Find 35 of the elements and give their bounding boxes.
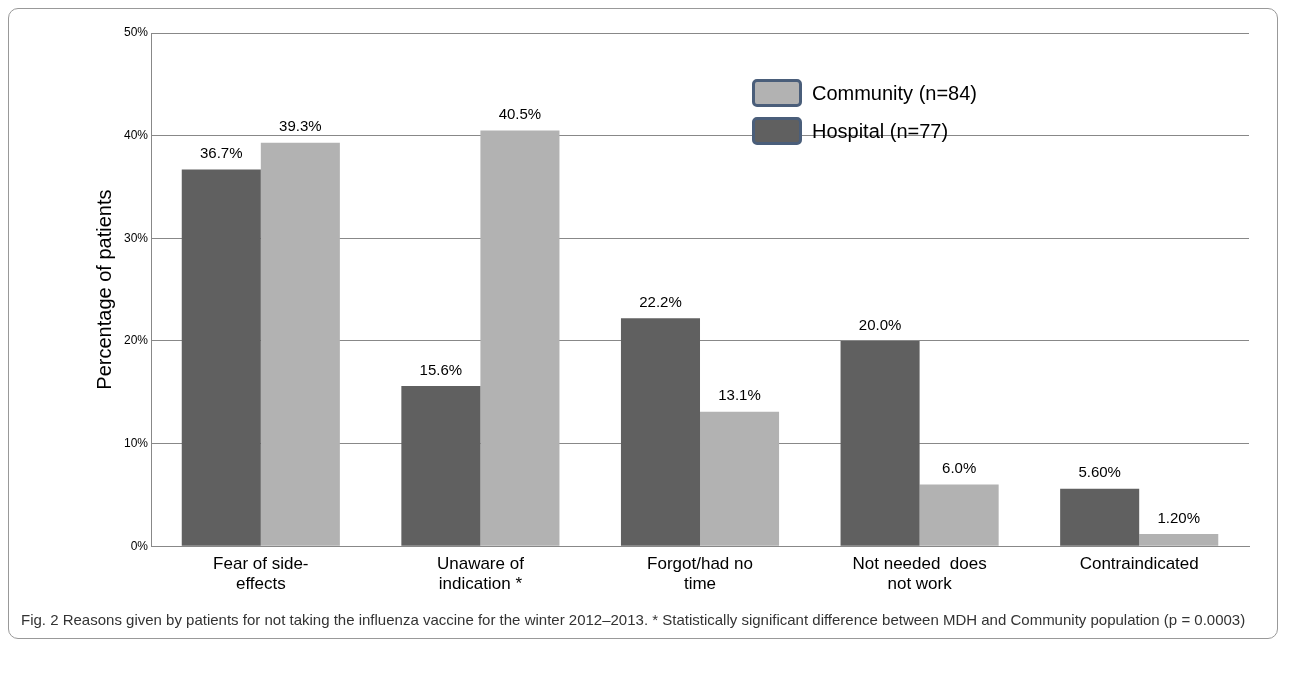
data-label: 5.60% [1078,463,1121,481]
data-label: 15.6% [419,360,463,378]
y-tick-label: 10% [123,435,149,450]
data-label: 40.5% [498,105,542,123]
y-tick-label: 30% [123,230,149,245]
x-tick-label: Contraindicated [1079,554,1199,574]
legend-label: Hospital (n=77) [811,119,949,143]
bar [181,169,261,546]
x-tick-label: Not needed does not work [852,554,987,594]
x-tick-label: Forgot/had no time [647,554,753,594]
y-tick-label: 20% [123,333,149,348]
bar [480,130,560,546]
data-label: 20.0% [858,315,902,333]
data-label: 39.3% [279,117,322,135]
bar [840,340,920,546]
bar [1060,488,1140,546]
bar [919,484,999,546]
x-tick-label: Unaware of indication * [436,554,525,594]
data-label: 22.2% [639,292,682,310]
bar [700,411,780,546]
legend-label: Community (n=84) [811,81,977,105]
y-tick-label: 40% [123,127,149,142]
x-tick-label: Fear of side-effects [213,554,309,594]
data-label: 13.1% [718,386,761,404]
data-label: 6.0% [942,459,977,477]
bar [1139,533,1219,546]
y-tick-label: 50% [123,25,149,40]
bar [620,318,701,546]
y-axis-title: Percentage of patients [92,189,115,390]
data-label: 36.7% [200,144,243,162]
y-tick-label: 0% [130,538,149,553]
caption: Fig. 2 Reasons given by patients for not taking the influenza vaccine for the winter 2012–2013. * Statistically significant difference between MDH and Community population (p = 0.0003) [20,610,1247,630]
data-label: 1.20% [1157,508,1200,526]
bar [260,142,340,546]
bar [401,386,481,546]
